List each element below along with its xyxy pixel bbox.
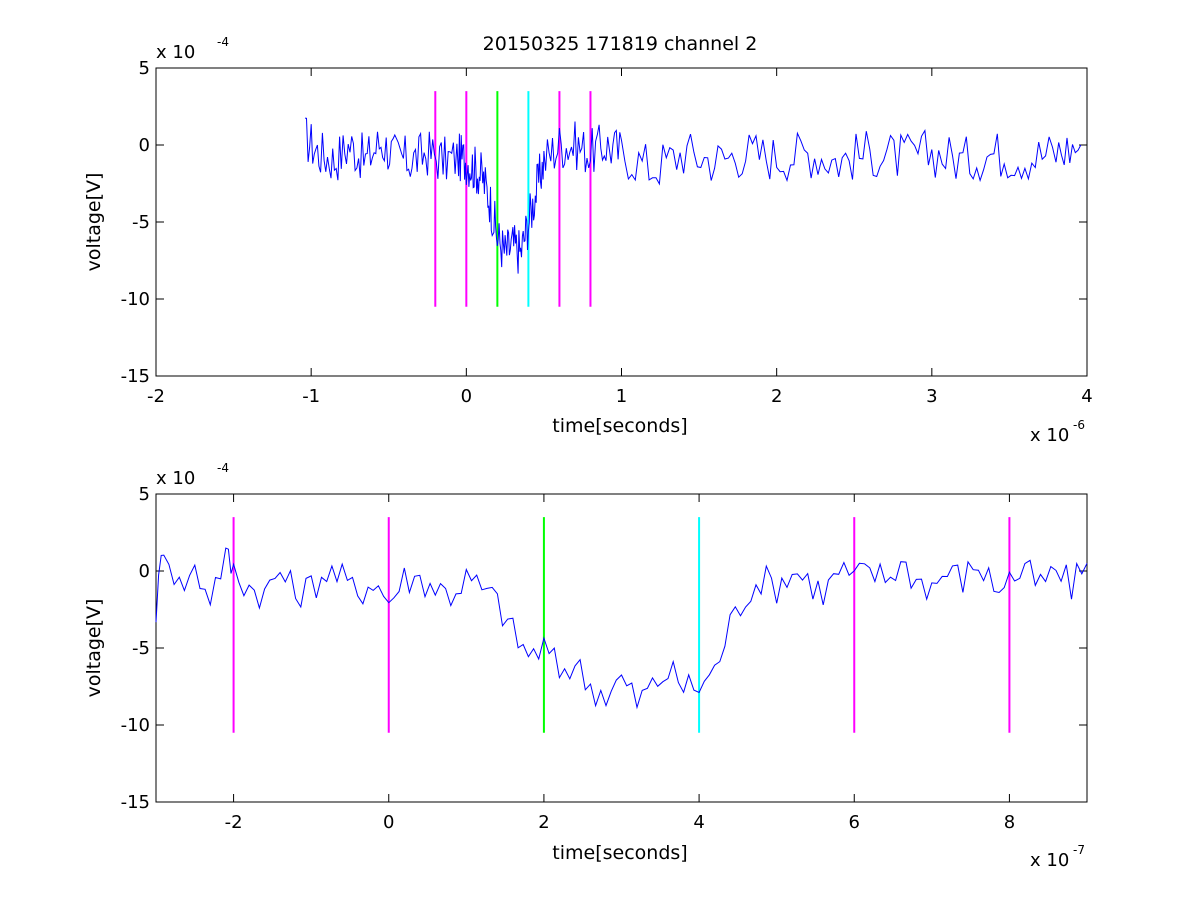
- top-plot-markers: [434, 91, 592, 307]
- bottom-plot-axes-box: [155, 493, 1088, 803]
- top-plot: -2 -1 0 1 2 3 4 50-5-10-15 time[seconds] volta…: [83, 35, 1093, 446]
- top-plot-x-tick-label: -2: [147, 386, 165, 407]
- top-plot-x-ticks: -2 -1 0 1 2 3 4: [147, 68, 1093, 407]
- bottom-plot-x-tick-label: 0: [383, 812, 394, 833]
- top-plot-axes-box: [155, 67, 1088, 377]
- bottom-plot-y-multiplier: x 10 -4: [156, 461, 229, 489]
- bottom-plot-x-tick-label: -2: [225, 812, 243, 833]
- svg-text:x 10: x 10: [156, 468, 195, 489]
- svg-text:-7: -7: [1073, 843, 1085, 857]
- svg-text:-4: -4: [217, 461, 229, 475]
- bottom-plot-x-axis-label: time[seconds]: [552, 842, 687, 864]
- bottom-plot-voltage-trace: [155, 547, 1088, 710]
- bottom-plot-x-tick-label: 4: [693, 812, 704, 833]
- svg-text:x 10: x 10: [156, 42, 195, 63]
- top-plot-x-tick-label: 0: [461, 386, 472, 407]
- bottom-plot-x-tick-label: 2: [538, 812, 549, 833]
- bottom-plot-x-tick-label: 6: [849, 812, 860, 833]
- top-plot-x-tick-label: 3: [926, 386, 937, 407]
- bottom-plot-x-multiplier: x 10 -7: [1030, 843, 1085, 871]
- top-plot-x-multiplier: x 10 -6: [1030, 418, 1085, 446]
- bottom-plot: -2 0 2 4 6 8 5 0 -5 -10 -15 time[seconds] voltage…: [83, 461, 1088, 871]
- bottom-plot-y-tick-label: 0: [139, 561, 150, 582]
- bottom-plot-series: [155, 547, 1088, 710]
- top-plot-x-tick-label: 2: [771, 386, 782, 407]
- top-plot-x-axis-label: time[seconds]: [552, 415, 687, 437]
- top-plot-y-tick-label: -15: [121, 366, 150, 387]
- svg-text:-6: -6: [1073, 418, 1085, 432]
- svg-text:x 10: x 10: [1030, 425, 1069, 446]
- bottom-plot-y-tick-label: -10: [121, 715, 150, 736]
- top-plot-x-tick-label: -1: [302, 386, 320, 407]
- svg-text:-4: -4: [217, 35, 229, 49]
- bottom-plot-y-tick-label: 5: [139, 484, 150, 505]
- bottom-plot-y-tick-label: -15: [121, 792, 150, 813]
- top-plot-y-tick-label: -5: [132, 212, 150, 233]
- top-plot-series: [304, 117, 1082, 274]
- bottom-plot-y-tick-label: -5: [132, 638, 150, 659]
- top-plot-y-tick-label: -10: [121, 289, 150, 310]
- svg-text:x 10: x 10: [1030, 850, 1069, 871]
- bottom-plot-y-axis-label: voltage[V]: [83, 599, 105, 698]
- top-plot-y-tick-label: 5: [139, 58, 150, 79]
- top-plot-x-tick-label: 1: [616, 386, 627, 407]
- top-plot-voltage-trace: [304, 117, 1082, 274]
- top-plot-x-tick-label: 4: [1081, 386, 1092, 407]
- top-plot-y-axis-label: voltage[V]: [83, 173, 105, 272]
- top-plot-y-tick-label: 0: [139, 135, 150, 156]
- bottom-plot-x-ticks: -2 0 2 4 6 8: [225, 494, 1015, 833]
- figure-title: 20150325 171819 channel 2: [483, 33, 758, 55]
- bottom-plot-x-tick-label: 8: [1004, 812, 1015, 833]
- bottom-plot-y-ticks: 5 0 -5 -10 -15: [121, 484, 1087, 813]
- top-plot-y-ticks: 5 0 -5 -10 -15: [121, 58, 1087, 387]
- top-plot-y-multiplier: x 10 -4: [156, 35, 229, 63]
- bottom-plot-markers: [232, 517, 1011, 733]
